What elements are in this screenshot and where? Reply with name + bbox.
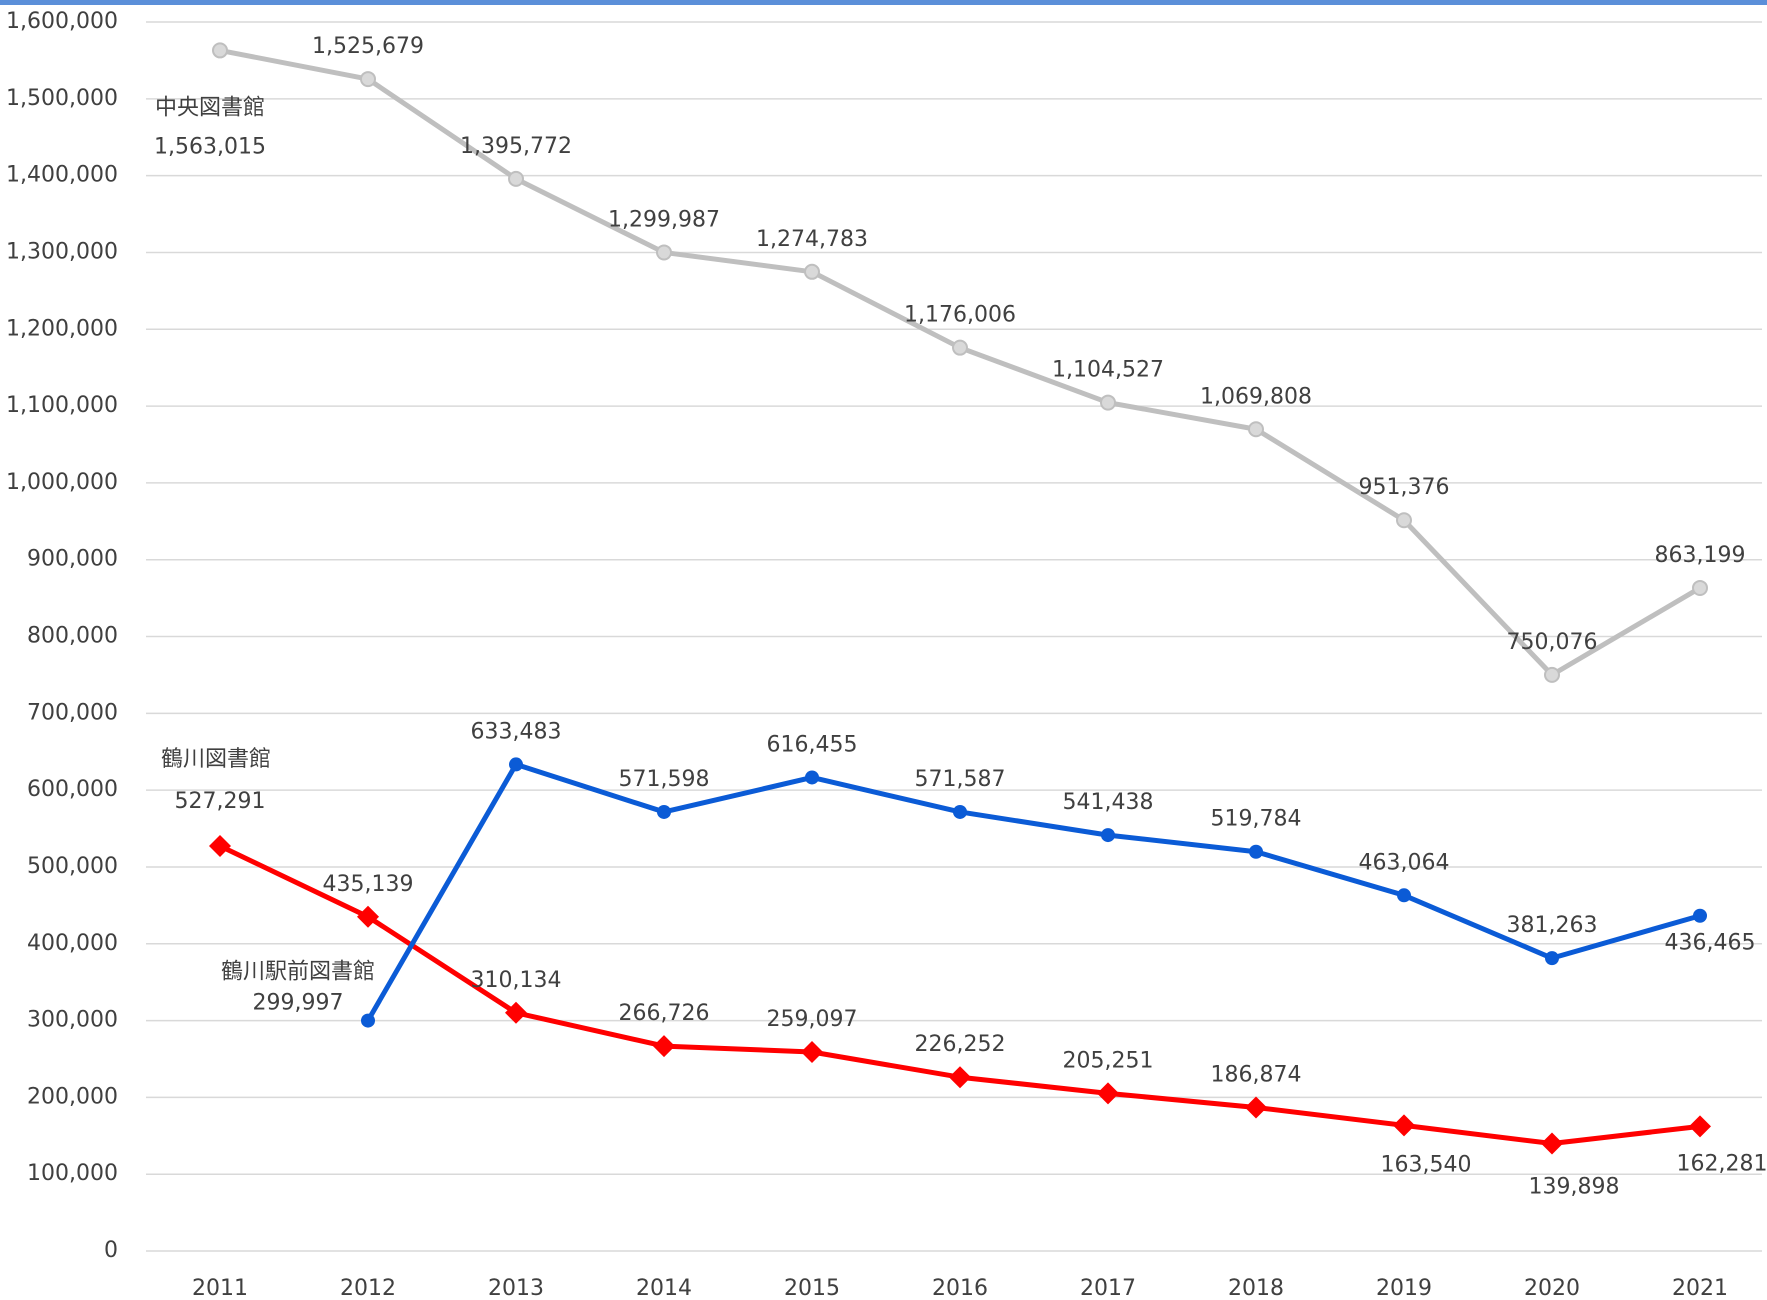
marker [508,170,524,187]
marker [953,804,967,819]
data-label: 226,252 [915,1032,1006,1057]
data-label: 436,465 [1665,931,1756,956]
y-tick-label: 1,100,000 [6,393,118,418]
y-tick-label: 1,300,000 [6,239,118,264]
data-label: 205,251 [1063,1048,1154,1073]
data-label: 1,274,783 [756,227,868,252]
marker [653,1035,675,1058]
data-label: 571,587 [915,767,1006,792]
marker [1396,512,1412,529]
y-tick-label: 300,000 [27,1008,118,1033]
marker [1101,828,1115,843]
marker [505,1001,527,1024]
data-label: 299,997 [253,991,344,1016]
marker [360,71,376,88]
marker [801,1040,823,1063]
marker [357,905,379,928]
y-tick-label: 1,200,000 [6,316,118,341]
y-tick-label: 400,000 [27,931,118,956]
data-label: 571,598 [619,767,710,792]
y-tick-label: 700,000 [27,700,118,725]
data-label: 463,064 [1359,850,1450,875]
marker [1689,1115,1711,1138]
series-line [365,761,1701,1022]
series-name-label: 鶴川図書館 [161,747,271,772]
marker [1397,888,1411,903]
y-tick-label: 1,000,000 [6,470,118,495]
y-tick-label: 800,000 [27,624,118,649]
data-label: 186,874 [1211,1062,1302,1087]
data-label: 1,104,527 [1052,358,1164,383]
data-label: 139,898 [1529,1175,1620,1200]
series-name-label: 鶴川駅前図書館 [221,960,375,985]
series-line [219,47,1702,678]
data-label: 863,199 [1655,543,1746,568]
data-label: 310,134 [471,968,562,993]
marker [1393,1114,1415,1137]
series-name-label: 中央図書館 [155,95,265,120]
y-tick-label: 1,500,000 [6,86,118,111]
y-tick-label: 500,000 [27,854,118,879]
y-tick-label: 900,000 [27,547,118,572]
marker [509,757,523,772]
x-tick-label: 2014 [636,1276,692,1300]
data-label: 1,525,679 [312,34,424,59]
marker [1097,1082,1119,1105]
data-label: 1,299,987 [608,207,720,232]
data-label: 633,483 [471,719,562,744]
y-tick-label: 1,400,000 [6,163,118,188]
data-label: 259,097 [767,1007,858,1032]
marker [1544,666,1560,683]
data-label: 1,176,006 [904,303,1016,328]
data-label: 163,540 [1381,1152,1472,1177]
y-tick-label: 200,000 [27,1084,118,1109]
marker [1245,1096,1267,1119]
data-label: 381,263 [1507,913,1598,938]
x-tick-label: 2015 [784,1276,840,1300]
marker [1692,579,1708,596]
x-tick-label: 2011 [192,1276,248,1300]
marker [1541,1132,1563,1155]
marker [209,834,231,857]
data-label: 1,563,015 [154,134,266,159]
y-tick-label: 100,000 [27,1161,118,1186]
data-label: 1,069,808 [1200,384,1312,409]
y-tick-label: 600,000 [27,777,118,802]
x-tick-label: 2016 [932,1276,988,1300]
y-tick-label: 1,600,000 [6,9,118,34]
data-label: 750,076 [1507,630,1598,655]
marker [1248,421,1264,438]
data-label: 435,139 [323,872,414,897]
data-label: 541,438 [1063,790,1154,815]
x-tick-label: 2017 [1080,1276,1136,1300]
marker [361,1013,375,1028]
data-label: 951,376 [1359,475,1450,500]
data-label: 1,395,772 [460,134,572,159]
data-label: 527,291 [175,789,266,814]
x-tick-label: 2019 [1376,1276,1432,1300]
marker [805,770,819,785]
data-label: 162,281 [1677,1151,1767,1176]
marker [1545,951,1559,966]
marker [212,42,228,59]
x-tick-label: 2021 [1672,1276,1728,1300]
data-label: 519,784 [1211,807,1302,832]
marker [1249,844,1263,859]
marker [949,1066,971,1089]
top-border [0,0,1767,5]
marker [952,339,968,356]
data-label: 266,726 [619,1001,710,1026]
x-tick-label: 2018 [1228,1276,1284,1300]
x-tick-label: 2020 [1524,1276,1580,1300]
data-label: 616,455 [767,732,858,757]
marker [1693,908,1707,923]
x-tick-label: 2012 [340,1276,396,1300]
marker [657,804,671,819]
marker [1100,394,1116,411]
x-tick-label: 2013 [488,1276,544,1300]
marker [656,244,672,261]
y-tick-label: 0 [104,1238,118,1263]
marker [804,263,820,280]
